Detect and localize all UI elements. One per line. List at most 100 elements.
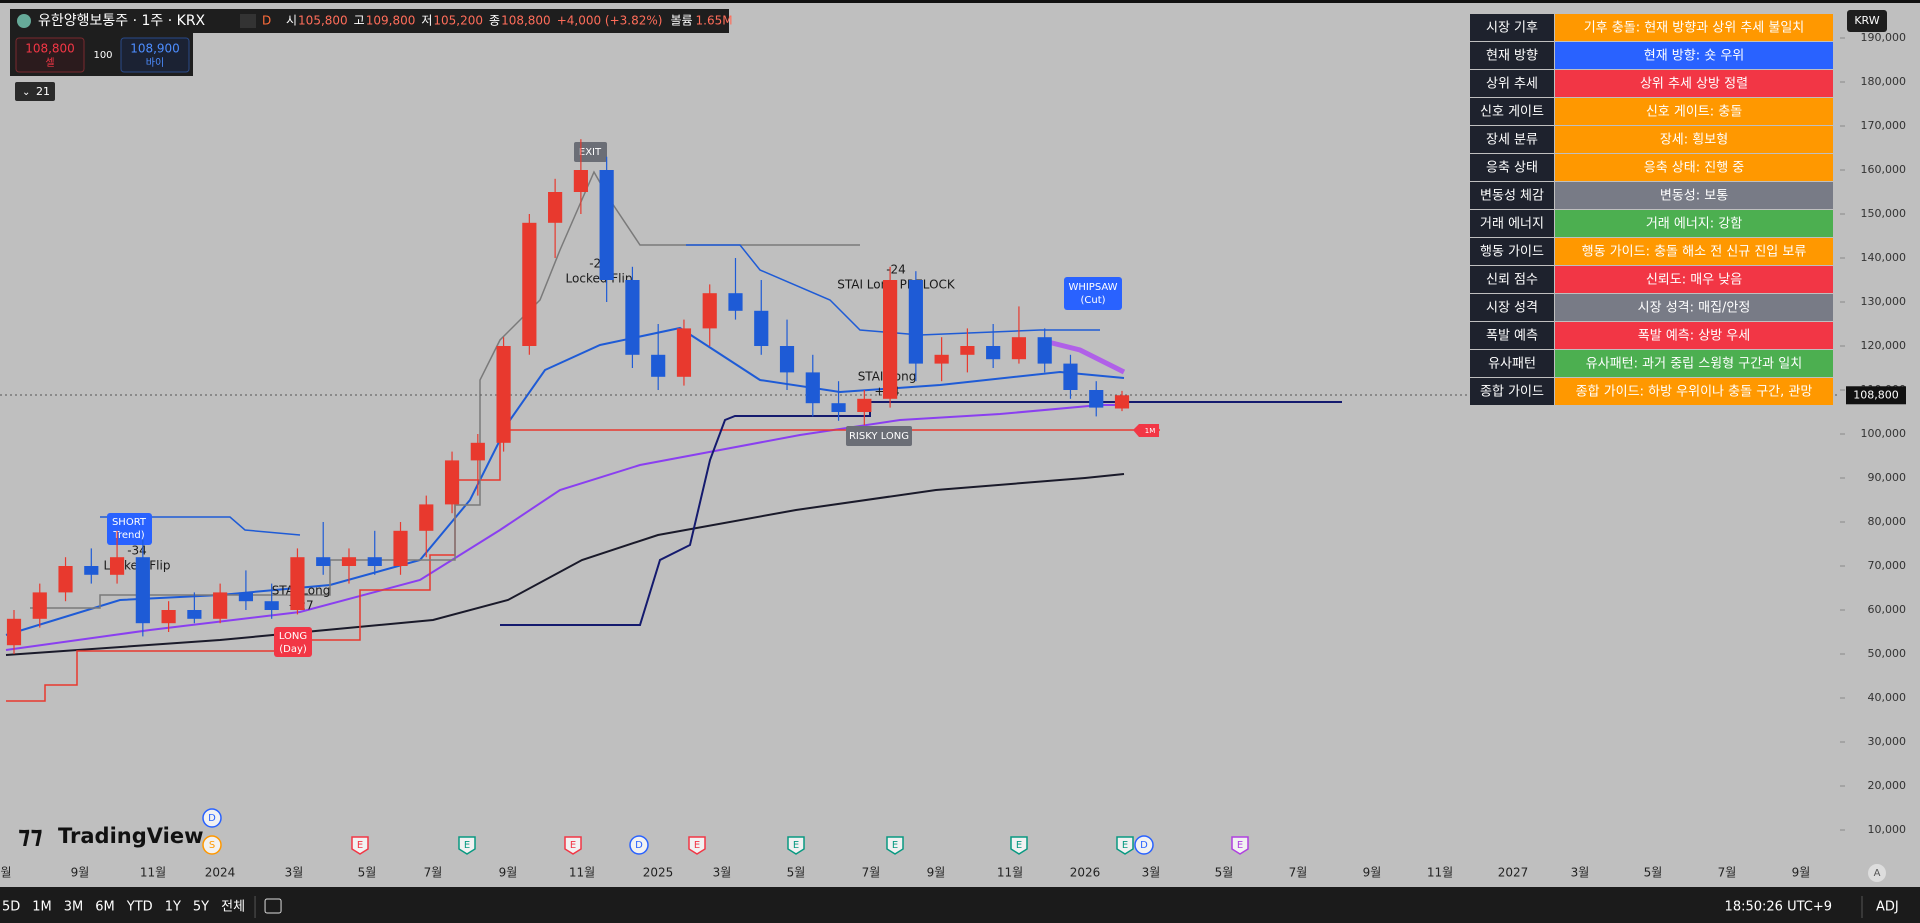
whipsaw-box — [1064, 277, 1122, 310]
candle-body — [496, 346, 511, 443]
panel-value: 현재 방향: 숏 우위 — [1644, 49, 1745, 64]
currency-box[interactable] — [1847, 10, 1887, 32]
range-button[interactable]: 5Y — [193, 900, 209, 915]
range-button[interactable]: 1Y — [165, 900, 181, 915]
panel-label: 행동 가이드 — [1480, 244, 1544, 260]
price-tick-label: 20,000 — [1868, 779, 1907, 792]
panel-value-cell — [1555, 154, 1833, 181]
dynamic: 시 105,800 고 109,800 저 105,200 종 108,800 +4,000 (… — [0, 14, 1907, 918]
whipsaw-sub: (Cut) — [1080, 295, 1105, 306]
range-button[interactable]: 3M — [64, 900, 84, 915]
top-edge — [0, 0, 1920, 3]
candle-body — [213, 592, 228, 619]
candle-body — [625, 280, 640, 355]
logo: TradingView — [58, 824, 203, 848]
price-tick-label: 80,000 — [1868, 515, 1907, 528]
last-price-box — [1846, 386, 1906, 405]
candle-body — [599, 170, 614, 280]
buy-button[interactable] — [120, 37, 190, 73]
risky-box — [846, 426, 912, 446]
panel-value: 상위 추세 상방 정렬 — [1640, 77, 1748, 92]
date-range-icon[interactable] — [264, 898, 282, 914]
long-label: LONG — [279, 631, 307, 642]
candle-body — [1089, 390, 1104, 408]
range-button[interactable]: 6M — [95, 900, 115, 915]
purple-ma — [5, 404, 1124, 651]
event-marker[interactable] — [458, 836, 476, 855]
panel-value: 폭발 예측: 상방 우세 — [1638, 329, 1750, 344]
time-label: 5월 — [787, 866, 806, 880]
price-tick-label: 10,000 — [1868, 823, 1907, 836]
candle-body — [6, 618, 22, 646]
price-tick-label: 140,000 — [1861, 251, 1907, 264]
event-marker[interactable] — [1116, 836, 1134, 855]
exit-box — [574, 142, 607, 162]
event-label: D — [208, 813, 216, 824]
auto-scale-button[interactable] — [1868, 864, 1886, 882]
indicators-toggle[interactable] — [15, 82, 55, 101]
candle-body — [573, 170, 588, 192]
event-marker[interactable] — [1231, 836, 1249, 855]
blue-trail — [100, 516, 301, 536]
event-marker[interactable] — [564, 836, 582, 855]
event-marker[interactable] — [886, 836, 904, 855]
time-label: 5월 — [1644, 866, 1663, 880]
risky-label: RISKY LONG — [849, 431, 909, 442]
candle-body — [779, 346, 795, 373]
event-marker[interactable] — [688, 836, 706, 855]
panel-label: 신호 게이트 — [1480, 105, 1544, 120]
candle-body — [135, 557, 150, 624]
event-marker[interactable] — [629, 835, 649, 855]
event-marker[interactable] — [787, 836, 805, 855]
event-label: E — [694, 840, 700, 851]
price-tick-label: 160,000 — [1861, 163, 1907, 176]
range-button[interactable]: 전체 — [221, 900, 245, 915]
event-marker[interactable] — [202, 835, 222, 855]
panel-label: 시장 성격 — [1486, 301, 1538, 316]
panel-label-cell — [1470, 378, 1554, 405]
tag-box — [1133, 424, 1159, 437]
event-label: E — [357, 840, 363, 851]
sell-button[interactable] — [15, 37, 85, 73]
panel-value-cell — [1555, 98, 1833, 125]
event-marker[interactable] — [202, 808, 222, 828]
sell-price: 108,800 — [25, 42, 75, 56]
panel-value: 종합 가이드: 하방 우위이나 충돌 구간, 관망 — [1576, 385, 1813, 400]
candle-body — [444, 460, 460, 505]
candle-body — [264, 601, 279, 610]
candle-body — [754, 310, 769, 346]
panel-value-cell — [1555, 350, 1833, 377]
event-marker[interactable] — [1010, 836, 1028, 855]
event-marker[interactable] — [1134, 835, 1154, 855]
panel-value: 기후 충돌: 현재 방향과 상위 추세 불일치 — [1584, 21, 1805, 36]
ohlc-label: 고 — [354, 14, 365, 28]
candle-body — [960, 346, 975, 355]
panel-value: 변동성: 보통 — [1660, 189, 1728, 204]
range-button[interactable]: YTD — [126, 900, 153, 915]
panel-value-cell — [1555, 266, 1833, 293]
panel-value: 유사패턴: 과거 중립 스윙형 구간과 일치 — [1586, 356, 1802, 372]
long-sub: (Day) — [279, 644, 307, 655]
purple-band — [1039, 337, 1126, 375]
time-label: 11월 — [997, 866, 1023, 880]
event-marker[interactable] — [351, 836, 369, 855]
panel-label: 시장 기후 — [1486, 21, 1538, 36]
time-label: 2026 — [1070, 866, 1101, 880]
indicators — [5, 170, 1342, 702]
candle-body — [883, 280, 898, 399]
range-button[interactable]: 5D — [2, 900, 20, 915]
volume-label: 볼륨 — [670, 14, 692, 28]
range-button[interactable]: 1M — [32, 900, 52, 915]
time-label: 9월 — [1363, 866, 1382, 880]
price-tick-label: 130,000 — [1861, 295, 1907, 308]
adj[interactable]: ADJ — [1876, 900, 1899, 915]
buy-price: 108,900 — [130, 42, 180, 56]
prelock-score: -24 — [886, 263, 906, 277]
panel-value: 시장 성격: 매집/안정 — [1638, 301, 1751, 316]
change: +4,000 (+3.82%) — [557, 14, 663, 28]
panel-label-cell — [1470, 182, 1554, 209]
price-tick-label: 40,000 — [1868, 691, 1907, 704]
time-label: 2027 — [1498, 866, 1529, 880]
event-label: E — [892, 840, 898, 851]
